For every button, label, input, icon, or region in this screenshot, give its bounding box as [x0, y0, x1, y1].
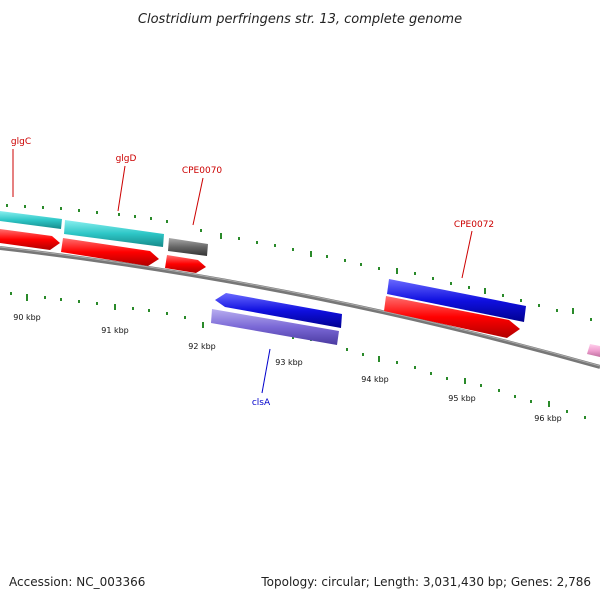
cds-CPE0070-arrow[interactable]	[165, 255, 206, 273]
gene-label-glgD[interactable]: glgD	[116, 154, 137, 164]
CPE0070-leader-line	[192, 177, 204, 226]
ruler-label-93kbp: 93 kbp	[275, 358, 303, 367]
upper-tick-track	[6, 204, 592, 321]
genome-backbone	[0, 246, 600, 369]
ruler-label-91kbp: 91 kbp	[101, 326, 129, 335]
topology-text: Topology: circular; Length: 3,031,430 bp…	[260, 575, 591, 589]
ruler-label-92kbp: 92 kbp	[188, 342, 216, 351]
cds-glgC-arrow[interactable]	[0, 229, 60, 250]
map-title: Clostridium perfringens str. 13, complet…	[138, 12, 462, 27]
gene-label-CPE0072[interactable]: CPE0072	[454, 220, 494, 230]
gene-CPE0072-bar[interactable]	[387, 279, 526, 322]
CPE0072-leader-line	[461, 230, 473, 279]
glgD-leader-line	[117, 165, 126, 212]
gene-clsA-arrow[interactable]	[215, 293, 342, 328]
clsA-leader-line	[261, 348, 271, 394]
cds-clsA-bar[interactable]	[211, 309, 339, 345]
genome-backbone-highlight	[0, 246, 600, 367]
gene-label-CPE0070[interactable]: CPE0070	[182, 166, 223, 176]
ruler-label-90kbp: 90 kbp	[13, 313, 41, 322]
cds-CPE0072-arrow[interactable]	[384, 296, 520, 338]
ruler-label-94kbp: 94 kbp	[361, 375, 389, 384]
gene-label-clsA[interactable]: clsA	[252, 398, 271, 408]
ruler-label-95kbp: 95 kbp	[448, 394, 476, 403]
gene-partial-pink-bar[interactable]	[587, 344, 600, 357]
gene-glgD-bar[interactable]	[64, 220, 164, 247]
cds-glgD-arrow[interactable]	[61, 238, 159, 266]
gene-CPE0070-bar[interactable]	[168, 238, 208, 256]
gene-label-glgC[interactable]: glgC	[11, 137, 31, 147]
ruler-label-96kbp: 96 kbp	[534, 414, 562, 423]
gene-glgC-bar[interactable]	[0, 211, 62, 229]
accession-text: Accession: NC_003366	[9, 575, 145, 589]
